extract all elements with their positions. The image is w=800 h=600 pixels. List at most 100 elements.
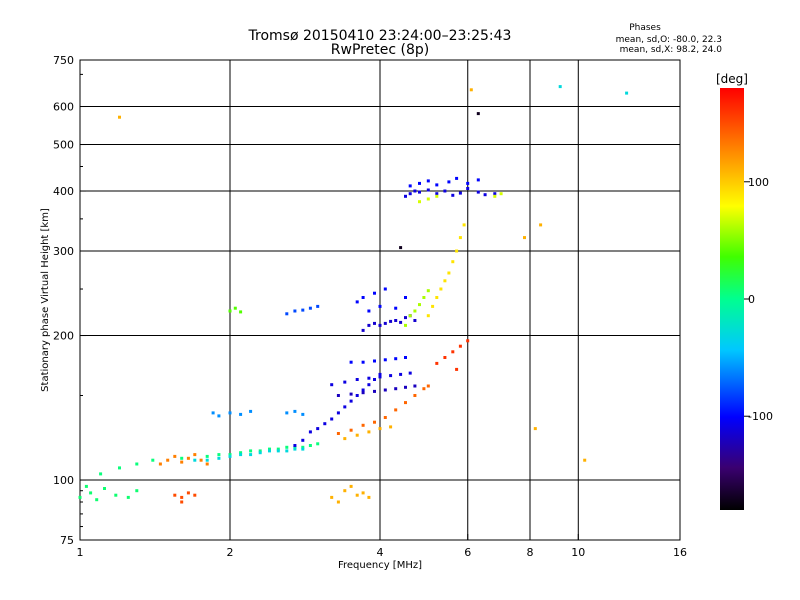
data-point [166,458,170,462]
colorbar-tick-label: -100 [748,410,773,423]
data-point [389,425,393,429]
data-point [476,190,480,194]
data-point [383,287,387,291]
data-point [268,447,271,451]
data-point [404,356,407,359]
data-point [293,444,297,447]
data-point [211,411,215,415]
data-point [533,427,537,431]
data-point [389,374,393,378]
data-point [349,428,353,432]
data-point [301,412,305,416]
data-point [126,495,130,499]
data-point [349,392,353,396]
data-point [276,449,280,453]
data-point [186,491,190,495]
data-point [361,296,365,299]
data-point [361,423,365,427]
y-tick-label: 600 [53,101,74,114]
data-point [394,357,398,361]
data-point [451,193,455,197]
data-point [439,287,443,291]
data-point [343,437,347,441]
data-point [301,438,305,442]
data-point [383,388,387,392]
data-point [258,451,262,455]
data-point [361,491,365,495]
data-point [399,246,403,250]
data-point [451,350,455,354]
data-point [217,414,221,418]
data-point [336,432,340,435]
y-tick-label: 100 [53,474,74,487]
data-point [426,384,430,388]
colorbar-ticks: 100 0 -100 [744,176,773,423]
data-point [426,188,430,192]
data-point [435,192,439,196]
data-point [483,193,487,197]
data-point [367,309,371,313]
data-point [343,489,347,493]
data-point [383,358,387,362]
data-point [217,456,221,460]
data-point [114,493,118,497]
data-point [135,462,139,466]
data-point [233,306,237,310]
data-point [316,427,320,431]
data-point [373,359,376,363]
data-point [336,394,340,397]
data-point [408,314,412,318]
data-point [378,372,382,376]
legend-line-x: mean, sd,X: 98.2, 24.0 [620,45,723,55]
data-point [239,453,243,457]
data-point [361,360,365,364]
data-point [193,458,197,462]
data-point [186,456,190,460]
data-point [558,85,562,89]
data-point [249,409,253,413]
data-point [466,187,470,190]
data-point [422,296,426,299]
data-point [394,306,398,310]
data-point [355,300,359,304]
data-point [193,493,197,497]
data-point [367,495,371,499]
data-point [422,387,426,391]
data-point [343,405,347,409]
data-points [78,85,629,504]
data-point [355,493,359,497]
data-point [451,260,455,264]
data-point [394,408,398,412]
data-point [389,319,393,323]
data-point [367,376,371,380]
data-point [394,387,398,391]
data-point [539,223,543,227]
legend-line-o: mean, sd,O: -80.0, 22.3 [616,35,722,45]
colorbar [720,88,744,510]
data-point [330,495,334,499]
data-point [523,236,526,240]
data-point [89,491,93,495]
data-point [355,433,359,437]
data-point [173,493,177,497]
data-point [78,495,82,499]
data-point [205,458,209,462]
y-tick-label: 750 [53,54,74,67]
data-point [205,462,209,466]
data-point [316,304,320,308]
data-point [373,420,376,424]
data-point [378,304,382,308]
data-point [476,112,480,116]
data-point [228,453,232,457]
data-point [426,197,430,201]
data-point [103,487,106,490]
data-point [199,458,203,462]
y-tick-label: 400 [53,185,74,198]
data-point [118,115,121,119]
data-point [180,460,184,464]
data-point [373,378,376,381]
data-point [285,445,289,449]
data-point [330,417,334,421]
data-point [349,484,353,488]
data-point [293,309,297,313]
